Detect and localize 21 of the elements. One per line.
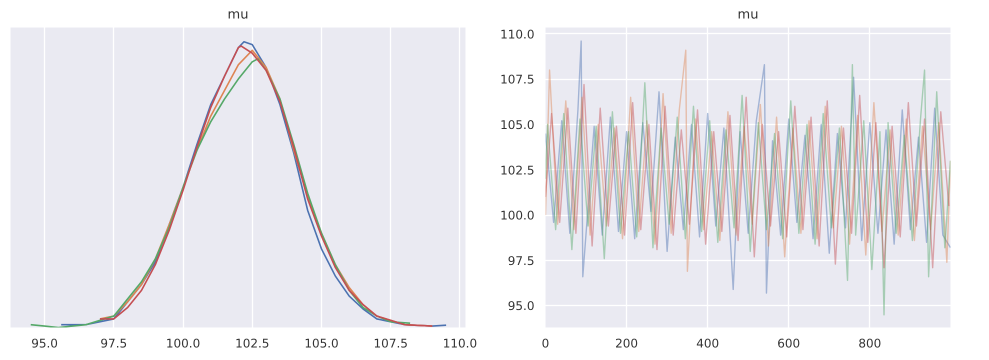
x-tick-label: 400 <box>696 336 720 350</box>
y-tick-label: 95.0 <box>508 299 534 314</box>
y-tick-label: 105.0 <box>500 118 535 132</box>
y-tick-label: 110.0 <box>500 27 535 42</box>
x-tick-label: 200 <box>615 336 638 350</box>
y-tick-label: 102.5 <box>500 163 535 178</box>
y-tick-label: 100.0 <box>500 208 535 223</box>
chart-title: mu <box>228 8 248 22</box>
x-tick-label: 107.5 <box>374 336 408 350</box>
x-tick-label: 600 <box>777 336 800 350</box>
x-tick-label: 110.0 <box>442 336 478 350</box>
x-tick-label: 0 <box>542 336 550 350</box>
x-tick-label: 800 <box>858 336 882 350</box>
chart-title: mu <box>738 8 758 22</box>
y-tick-label: 97.5 <box>508 254 534 268</box>
y-tick-label: 107.5 <box>500 72 535 87</box>
x-tick-label: 95.0 <box>31 336 58 350</box>
x-tick-label: 105.0 <box>304 336 339 350</box>
x-tick-label: 100.0 <box>166 336 200 350</box>
x-tick-label: 97.5 <box>100 336 128 350</box>
x-tick-label: 102.5 <box>235 336 270 350</box>
